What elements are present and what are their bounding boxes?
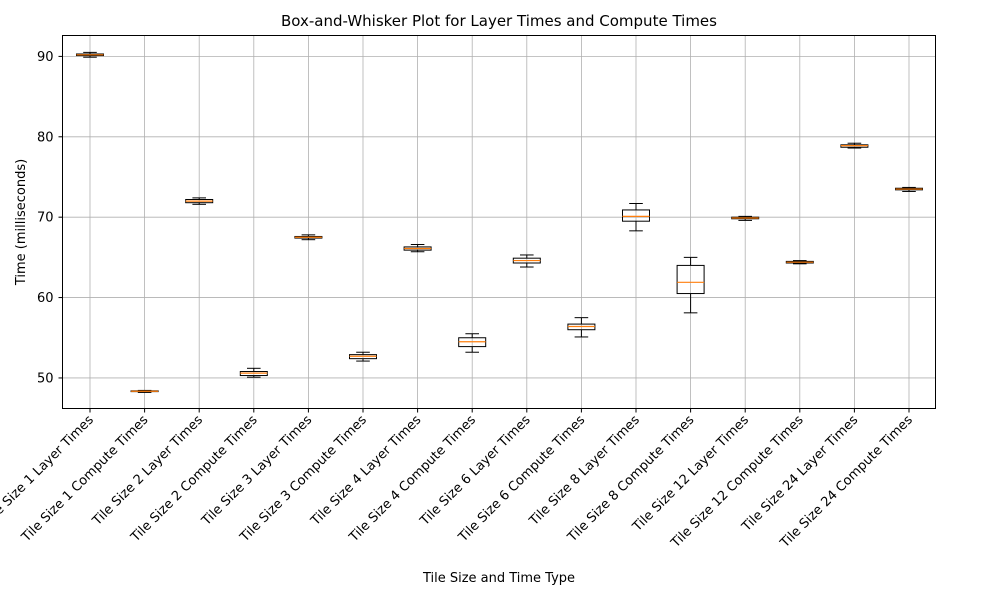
box-group <box>731 215 760 221</box>
x-tick-label: Tile Size 6 Layer Times <box>417 413 534 530</box>
box-group <box>567 317 596 338</box>
y-tick-label: 90 <box>37 50 54 65</box>
grid-lines <box>62 35 936 409</box>
y-tick-label: 80 <box>37 130 54 145</box>
box-group <box>458 333 487 353</box>
box-rect <box>676 264 705 295</box>
box-group <box>76 51 104 58</box>
box-group <box>239 367 268 378</box>
box-group <box>294 234 323 241</box>
x-tick-label: Tile Size 8 Layer Times <box>526 413 643 530</box>
box-rect <box>622 209 650 222</box>
box-group <box>130 389 159 393</box>
x-tick-label: Tile Size 4 Layer Times <box>308 413 425 530</box>
plot-frame <box>62 35 936 409</box>
chart-title: Box-and-Whisker Plot for Layer Times and… <box>281 12 717 30</box>
box-group <box>403 244 432 253</box>
box-group <box>840 142 869 149</box>
x-tick-label: Tile Size 3 Layer Times <box>198 413 315 530</box>
x-tick-label: Tile Size 2 Layer Times <box>89 413 206 530</box>
box-group <box>512 254 541 268</box>
box-group <box>785 260 814 265</box>
y-tick-label: 50 <box>37 371 54 386</box>
y-tick-label: 60 <box>37 291 54 306</box>
box-group <box>676 256 705 314</box>
y-tick-label: 70 <box>37 211 54 226</box>
y-axis: 50 60 70 80 90 <box>37 50 63 386</box>
box-group <box>622 203 650 232</box>
boxes <box>76 51 923 393</box>
box-group <box>895 186 923 192</box>
x-axis-label: Tile Size and Time Type <box>422 571 575 586</box>
y-axis-label: Time (milliseconds) <box>14 159 29 286</box>
box-group <box>185 197 214 205</box>
box-group <box>349 351 377 362</box>
